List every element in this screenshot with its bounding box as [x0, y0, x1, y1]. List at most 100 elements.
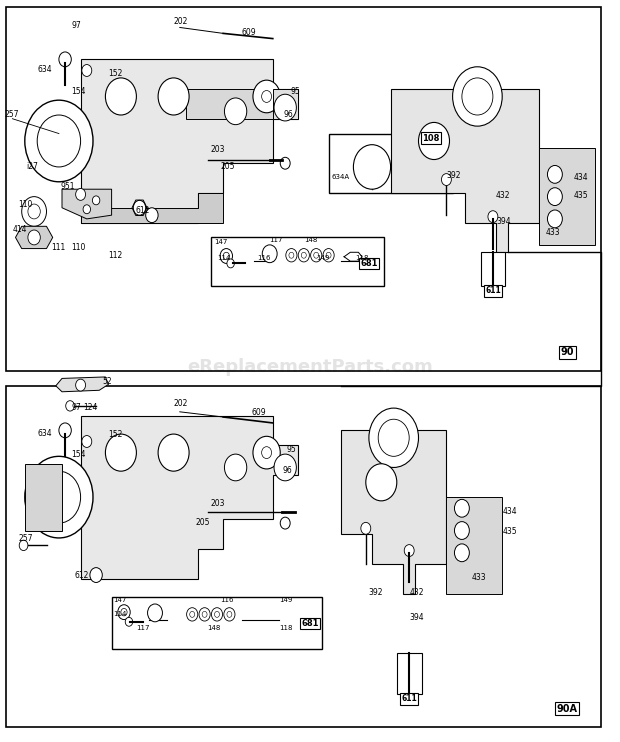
Text: 148: 148	[208, 625, 221, 631]
Circle shape	[220, 249, 232, 263]
Text: 609: 609	[251, 408, 266, 417]
Polygon shape	[341, 430, 446, 594]
Text: 203: 203	[211, 145, 225, 154]
Text: 205: 205	[196, 518, 210, 527]
Text: 203: 203	[211, 499, 225, 508]
Circle shape	[378, 419, 409, 456]
Circle shape	[199, 608, 210, 621]
Bar	[25, 464, 62, 531]
Text: 611: 611	[401, 695, 417, 703]
Polygon shape	[81, 416, 298, 579]
Text: 147: 147	[113, 597, 126, 603]
Circle shape	[418, 122, 449, 160]
Circle shape	[547, 210, 562, 228]
Circle shape	[298, 249, 309, 262]
Circle shape	[274, 454, 296, 481]
Circle shape	[190, 611, 195, 617]
Bar	[211, 237, 384, 286]
Circle shape	[323, 249, 334, 262]
Text: 114: 114	[113, 611, 126, 617]
Polygon shape	[391, 89, 539, 252]
Text: 124: 124	[84, 403, 98, 412]
Circle shape	[280, 157, 290, 169]
Circle shape	[301, 252, 306, 258]
Text: 111: 111	[51, 243, 65, 252]
Circle shape	[28, 204, 40, 219]
Text: 116: 116	[257, 255, 271, 261]
Text: 152: 152	[108, 69, 123, 78]
Circle shape	[105, 434, 136, 471]
Text: 116: 116	[220, 597, 234, 603]
Circle shape	[280, 517, 290, 529]
Text: 681: 681	[301, 619, 319, 628]
Circle shape	[37, 471, 81, 523]
Polygon shape	[446, 497, 502, 594]
Text: 117: 117	[136, 625, 150, 631]
Text: 609: 609	[242, 28, 257, 37]
Bar	[273, 89, 298, 119]
Circle shape	[547, 165, 562, 183]
Text: 147: 147	[214, 239, 228, 245]
Circle shape	[187, 608, 198, 621]
Text: 148: 148	[304, 237, 317, 243]
Text: 432: 432	[409, 588, 423, 597]
Circle shape	[25, 100, 93, 182]
Text: 97: 97	[71, 21, 81, 30]
Circle shape	[133, 200, 146, 215]
Text: 90A: 90A	[557, 703, 578, 714]
Circle shape	[76, 379, 86, 391]
Text: 108: 108	[422, 134, 440, 142]
Text: 96: 96	[282, 466, 292, 475]
Circle shape	[262, 91, 272, 102]
Text: 90: 90	[560, 347, 574, 358]
Circle shape	[253, 80, 280, 113]
Text: 634A: 634A	[332, 174, 350, 180]
Text: 154: 154	[71, 450, 86, 459]
Circle shape	[148, 604, 162, 622]
Text: 435: 435	[574, 191, 588, 200]
Text: 434: 434	[574, 173, 588, 182]
Circle shape	[453, 67, 502, 126]
Polygon shape	[81, 59, 298, 223]
Circle shape	[262, 245, 277, 263]
Polygon shape	[56, 377, 108, 392]
Text: i27: i27	[26, 162, 38, 171]
Circle shape	[454, 522, 469, 539]
Text: 95: 95	[290, 88, 300, 96]
Circle shape	[326, 252, 331, 258]
Circle shape	[76, 188, 86, 200]
Text: 392: 392	[368, 588, 383, 597]
Text: 392: 392	[446, 171, 461, 180]
Bar	[397, 653, 422, 694]
Text: 110: 110	[19, 200, 33, 209]
Circle shape	[28, 230, 40, 245]
Text: eReplacementParts.com: eReplacementParts.com	[187, 358, 433, 376]
Circle shape	[66, 401, 74, 411]
Circle shape	[25, 456, 93, 538]
Circle shape	[289, 252, 294, 258]
Circle shape	[488, 211, 498, 223]
Circle shape	[82, 65, 92, 76]
Polygon shape	[62, 189, 112, 219]
Text: 118: 118	[279, 625, 293, 631]
Text: 434: 434	[502, 507, 517, 516]
Text: 149: 149	[316, 255, 330, 261]
Polygon shape	[16, 226, 53, 249]
Circle shape	[146, 208, 158, 223]
Text: 433: 433	[471, 574, 486, 582]
Circle shape	[19, 540, 28, 551]
Text: 95: 95	[286, 445, 296, 454]
Text: 112: 112	[108, 251, 123, 260]
Text: 257: 257	[19, 534, 33, 543]
Circle shape	[366, 464, 397, 501]
Circle shape	[59, 423, 71, 438]
Text: 118: 118	[355, 255, 369, 261]
Circle shape	[118, 605, 130, 620]
Polygon shape	[81, 193, 223, 223]
Bar	[6, 7, 601, 371]
Circle shape	[454, 544, 469, 562]
Text: 951: 951	[61, 183, 75, 191]
Circle shape	[462, 78, 493, 115]
Text: 435: 435	[502, 527, 517, 536]
Circle shape	[223, 252, 229, 260]
